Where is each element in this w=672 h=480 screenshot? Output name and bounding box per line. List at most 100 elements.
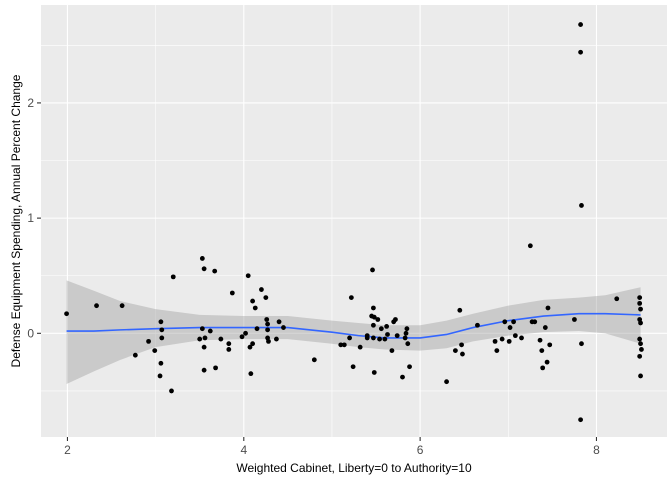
data-point bbox=[578, 22, 583, 27]
data-point bbox=[338, 342, 344, 348]
data-point bbox=[132, 352, 138, 358]
y-axis-ticks: 0 1 2 bbox=[27, 96, 41, 340]
data-point bbox=[226, 341, 232, 347]
data-point bbox=[197, 336, 203, 342]
data-point bbox=[512, 333, 518, 339]
data-point bbox=[218, 336, 224, 342]
data-point bbox=[547, 342, 553, 348]
data-point bbox=[348, 295, 354, 301]
data-point bbox=[400, 374, 405, 380]
data-point bbox=[371, 370, 377, 375]
data-point bbox=[169, 388, 174, 394]
data-point bbox=[259, 287, 264, 292]
data-point bbox=[201, 367, 207, 373]
data-point bbox=[152, 348, 158, 353]
data-point bbox=[579, 341, 584, 347]
x-tick-label: 4 bbox=[240, 443, 247, 457]
data-point bbox=[266, 338, 271, 344]
data-point bbox=[540, 365, 546, 371]
data-point bbox=[544, 359, 550, 365]
data-point bbox=[370, 322, 376, 328]
data-point bbox=[159, 335, 165, 341]
data-point bbox=[245, 273, 251, 279]
data-point bbox=[265, 321, 270, 327]
data-point bbox=[347, 335, 352, 341]
data-point bbox=[475, 322, 480, 328]
data-point bbox=[407, 364, 412, 370]
data-point bbox=[537, 337, 543, 343]
data-point bbox=[64, 311, 69, 317]
data-point bbox=[247, 344, 253, 350]
x-tick-label: 8 bbox=[593, 443, 600, 457]
data-point bbox=[579, 203, 584, 208]
data-point bbox=[382, 336, 388, 342]
data-point bbox=[506, 338, 512, 344]
data-point bbox=[507, 325, 513, 330]
data-point bbox=[207, 328, 213, 334]
data-point bbox=[265, 327, 270, 333]
data-point bbox=[614, 296, 620, 302]
data-point bbox=[637, 295, 643, 301]
data-point bbox=[545, 305, 551, 311]
grid-major bbox=[41, 5, 667, 437]
data-point bbox=[119, 303, 125, 309]
data-point bbox=[202, 335, 208, 341]
data-point bbox=[638, 320, 643, 326]
y-tick-label: 1 bbox=[27, 211, 34, 225]
data-point bbox=[384, 324, 390, 329]
data-point bbox=[264, 317, 270, 322]
confidence-ribbon bbox=[66, 280, 641, 385]
data-point bbox=[364, 333, 370, 339]
data-point bbox=[371, 314, 377, 320]
data-point bbox=[402, 335, 408, 341]
data-point bbox=[370, 305, 376, 311]
data-point bbox=[226, 347, 232, 352]
data-point bbox=[637, 336, 643, 342]
data-point bbox=[494, 348, 500, 353]
data-point bbox=[158, 360, 164, 366]
data-point bbox=[250, 341, 256, 347]
data-point bbox=[394, 333, 400, 339]
data-point bbox=[639, 347, 644, 352]
data-point bbox=[94, 303, 99, 309]
data-point bbox=[492, 338, 498, 344]
data-point bbox=[201, 266, 207, 272]
data-point bbox=[385, 332, 390, 337]
data-point bbox=[146, 338, 151, 344]
data-point bbox=[452, 348, 458, 353]
data-point bbox=[357, 344, 363, 350]
data-point bbox=[637, 300, 643, 306]
x-axis-ticks: 2 4 6 8 bbox=[64, 437, 600, 457]
data-point bbox=[459, 342, 464, 348]
data-point bbox=[157, 373, 163, 379]
x-tick-label: 2 bbox=[64, 443, 71, 457]
data-point bbox=[405, 341, 411, 347]
data-point bbox=[276, 319, 282, 325]
data-point bbox=[527, 243, 533, 249]
data-point bbox=[532, 319, 538, 325]
data-point bbox=[404, 326, 410, 332]
data-point bbox=[578, 417, 583, 423]
data-point bbox=[572, 317, 577, 322]
data-point bbox=[393, 317, 398, 322]
x-axis-title: Weighted Cabinet, Liberty=0 to Authority… bbox=[236, 461, 472, 475]
data-point bbox=[201, 344, 207, 350]
data-point bbox=[199, 326, 205, 332]
data-point bbox=[254, 326, 260, 332]
data-point bbox=[403, 330, 409, 336]
data-point bbox=[213, 365, 218, 371]
data-point bbox=[578, 49, 583, 55]
data-point bbox=[460, 351, 465, 357]
data-point bbox=[444, 379, 449, 385]
data-point bbox=[542, 325, 548, 330]
y-tick-label: 0 bbox=[27, 326, 34, 340]
data-point bbox=[252, 305, 258, 311]
data-point bbox=[158, 319, 164, 325]
data-point bbox=[199, 256, 205, 261]
data-point bbox=[638, 306, 643, 312]
data-point bbox=[370, 335, 376, 341]
data-point bbox=[370, 267, 375, 273]
data-point bbox=[250, 298, 256, 304]
data-point bbox=[637, 353, 643, 359]
